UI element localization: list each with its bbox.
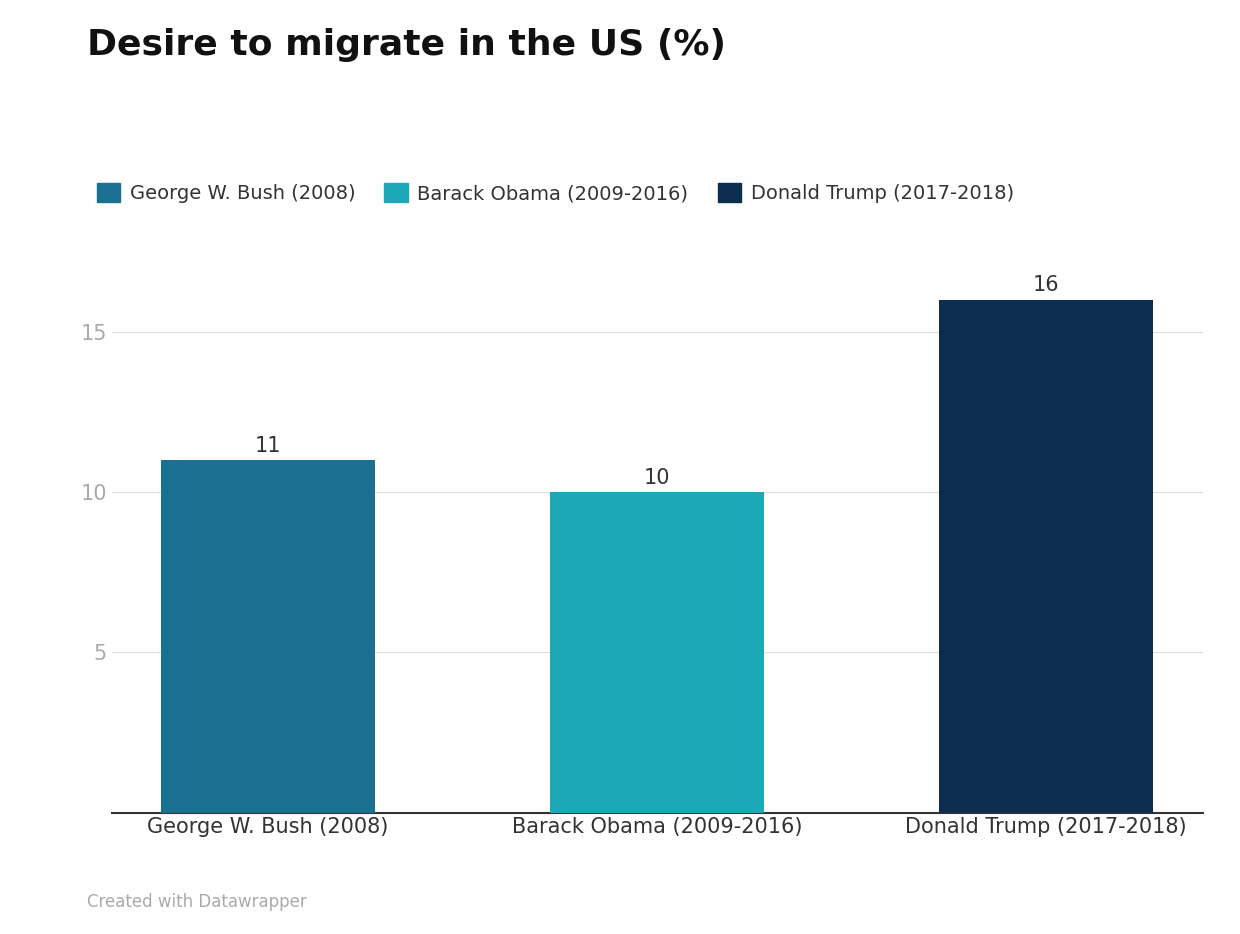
Text: 10: 10 [644,468,671,488]
Legend: George W. Bush (2008), Barack Obama (2009-2016), Donald Trump (2017-2018): George W. Bush (2008), Barack Obama (200… [97,182,1014,203]
Text: 11: 11 [255,435,281,456]
Bar [939,300,1153,813]
Bar [161,460,376,813]
Text: Desire to migrate in the US (%): Desire to migrate in the US (%) [87,28,725,62]
Text: 16: 16 [1033,276,1059,295]
Bar [551,492,764,813]
Text: Created with Datawrapper: Created with Datawrapper [87,893,306,911]
